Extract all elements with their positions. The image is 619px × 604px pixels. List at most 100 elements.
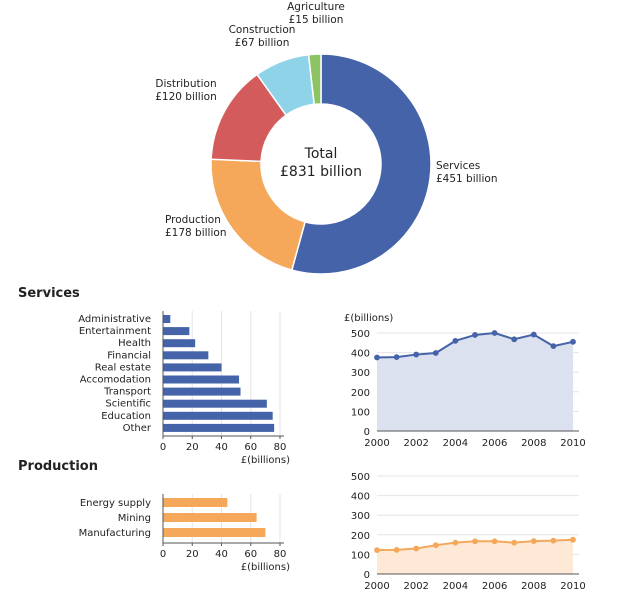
production-trend-point-2003 bbox=[432, 542, 439, 549]
services-trend-ytick-label: 500 bbox=[351, 329, 370, 340]
services-category-transport: Transport bbox=[103, 387, 151, 398]
services-bar-other bbox=[163, 423, 275, 432]
production-trend-ytick-label: 500 bbox=[351, 472, 370, 483]
services-trend-y-axis-title: £(billions) bbox=[344, 313, 393, 324]
production-trend-point-2002 bbox=[413, 545, 420, 552]
services-category-entertainment: Entertainment bbox=[79, 326, 151, 337]
services-trend-ytick-label: 100 bbox=[351, 407, 370, 418]
donut-chart: Services£451 billion Production£178 billi… bbox=[155, 1, 497, 275]
services-trend-point-2008 bbox=[530, 331, 537, 338]
production-trend-xtick-label: 2000 bbox=[364, 581, 389, 592]
donut-label-services: Services bbox=[436, 160, 480, 172]
donut-value-services: £451 billion bbox=[436, 173, 497, 185]
services-xtick-label: 40 bbox=[215, 442, 228, 453]
production-trend-area-fill bbox=[377, 539, 573, 574]
services-trend-area-fill bbox=[377, 333, 573, 431]
production-area-chart: 0 100 200 300 400 500 2000 2002 2004 2006 2008 2010 bbox=[351, 472, 586, 592]
production-trend-point-2009 bbox=[550, 537, 557, 544]
production-trend-point-2006 bbox=[491, 538, 498, 545]
donut-label-agriculture: Agriculture bbox=[287, 1, 345, 13]
services-bar-health bbox=[163, 339, 196, 348]
services-bar-scientific bbox=[163, 399, 267, 408]
services-category-real-estate: Real estate bbox=[95, 362, 151, 373]
services-trend-point-2007 bbox=[511, 336, 518, 343]
services-trend-point-2003 bbox=[432, 350, 439, 356]
services-trend-point-2000 bbox=[374, 354, 380, 361]
production-bar-mining bbox=[163, 513, 257, 522]
production-category-manufacturing: Manufacturing bbox=[79, 528, 151, 539]
services-trend-ytick-label: 0 bbox=[364, 427, 370, 438]
services-bar-financial bbox=[163, 351, 209, 360]
production-trend-point-2004 bbox=[452, 539, 459, 546]
donut-center-value: £831 billion bbox=[280, 164, 362, 180]
production-bar-energy-supply bbox=[163, 498, 228, 507]
services-bar-real-estate bbox=[163, 363, 222, 372]
services-trend-xtick-label: 2008 bbox=[521, 438, 546, 449]
services-trend-xtick-label: 2000 bbox=[364, 438, 389, 449]
production-trend-ytick-label: 300 bbox=[351, 511, 370, 522]
services-trend-point-2010 bbox=[570, 338, 576, 345]
services-area-chart: 0 100 200 300 400 500 2000 2002 2004 2006 2008 2010… bbox=[344, 313, 586, 449]
services-bar-transport bbox=[163, 387, 241, 396]
production-trend-xtick-label: 2004 bbox=[443, 581, 468, 592]
production-trend-point-2007 bbox=[511, 539, 518, 546]
production-x-axis-title: £(billions) bbox=[241, 562, 290, 573]
donut-label-production: Production bbox=[165, 214, 221, 226]
services-category-accomodation: Accomodation bbox=[80, 375, 151, 386]
services-trend-point-2005 bbox=[472, 332, 478, 338]
production-trend-point-2010 bbox=[570, 536, 576, 543]
services-category-administrative: Administrative bbox=[78, 314, 151, 325]
services-trend-ytick-label: 400 bbox=[351, 349, 370, 360]
services-trend-point-2009 bbox=[550, 343, 557, 350]
production-trend-point-2000 bbox=[374, 547, 380, 553]
services-bar-accomodation bbox=[163, 375, 240, 384]
services-category-financial: Financial bbox=[107, 350, 151, 361]
services-trend-point-2004 bbox=[452, 337, 459, 344]
production-trend-point-2001 bbox=[393, 546, 400, 553]
production-xtick-label: 60 bbox=[244, 549, 257, 560]
production-trend-ytick-label: 100 bbox=[351, 550, 370, 561]
services-category-health: Health bbox=[118, 338, 151, 349]
production-xtick-label: 80 bbox=[274, 549, 287, 560]
services-trend-xtick-label: 2004 bbox=[443, 438, 468, 449]
production-xtick-label: 0 bbox=[160, 549, 166, 560]
services-bar-education bbox=[163, 411, 273, 420]
services-trend-ytick-label: 300 bbox=[351, 368, 370, 379]
donut-label-distribution: Distribution bbox=[155, 78, 216, 90]
services-trend-point-2006 bbox=[491, 330, 498, 336]
production-xtick-label: 40 bbox=[215, 549, 228, 560]
services-xtick-label: 80 bbox=[274, 442, 287, 453]
services-bar-administrative bbox=[163, 315, 171, 323]
production-trend-ytick-label: 200 bbox=[351, 531, 370, 542]
donut-label-construction: Construction bbox=[229, 24, 296, 36]
services-trend-xtick-label: 2010 bbox=[560, 438, 585, 449]
services-section-title: Services bbox=[18, 286, 80, 301]
services-x-axis-title: £(billions) bbox=[241, 455, 290, 466]
donut-slice-services bbox=[290, 53, 432, 275]
services-xtick-label: 60 bbox=[244, 442, 257, 453]
production-trend-xtick-label: 2010 bbox=[560, 581, 585, 592]
services-bar-chart: AdministrativeEntertainmentHealthFinanci… bbox=[78, 311, 290, 466]
production-bar-manufacturing bbox=[163, 528, 266, 537]
donut-value-construction: £67 billion bbox=[235, 37, 290, 49]
production-xtick-label: 20 bbox=[186, 549, 199, 560]
services-category-other: Other bbox=[123, 423, 152, 434]
production-category-mining: Mining bbox=[118, 513, 151, 524]
donut-value-distribution: £120 billion bbox=[155, 91, 216, 103]
services-xtick-label: 20 bbox=[186, 442, 199, 453]
production-section-title: Production bbox=[18, 459, 98, 474]
services-trend-xtick-label: 2002 bbox=[403, 438, 428, 449]
services-trend-point-2002 bbox=[413, 351, 420, 358]
services-category-education: Education bbox=[101, 411, 151, 422]
production-trend-point-2008 bbox=[530, 538, 537, 544]
production-trend-xtick-label: 2002 bbox=[403, 581, 428, 592]
services-trend-point-2001 bbox=[393, 354, 400, 361]
production-trend-ytick-label: 400 bbox=[351, 492, 370, 503]
donut-center-title: Total bbox=[304, 146, 338, 162]
services-category-scientific: Scientific bbox=[105, 399, 151, 410]
services-trend-xtick-label: 2006 bbox=[482, 438, 507, 449]
services-xtick-label: 0 bbox=[160, 442, 166, 453]
production-trend-xtick-label: 2008 bbox=[521, 581, 546, 592]
services-bar-entertainment bbox=[163, 327, 190, 336]
